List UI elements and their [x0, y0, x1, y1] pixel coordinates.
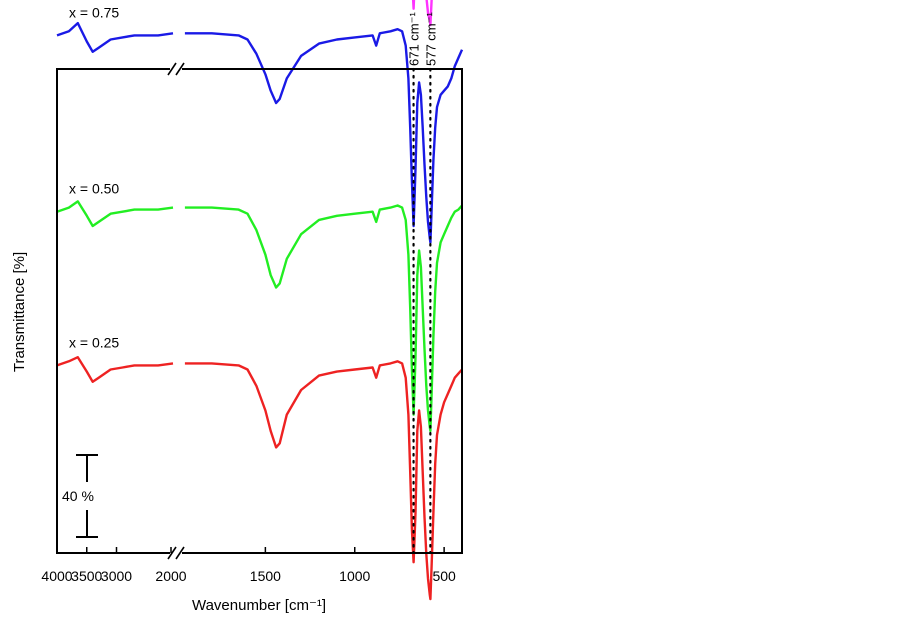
x-tick-label-2000: 2000 [155, 568, 186, 584]
axis-break-top [167, 62, 185, 76]
series-label-x075: x = 0.75 [69, 4, 119, 20]
series-label-x025: x = 0.25 [69, 334, 119, 350]
series-layer [56, 0, 464, 601]
series-line-x050-part2 [184, 204, 463, 433]
reference-lines: 671 cm⁻¹ 577 cm⁻¹ [407, 12, 438, 555]
x-tick-label-1500: 1500 [250, 568, 281, 584]
x-tick-label-3500: 3500 [71, 568, 102, 584]
x-tick-label-1000: 1000 [339, 568, 370, 584]
x-axis-label: Wavenumber [cm⁻¹] [192, 597, 326, 614]
reference-label-577: 577 cm⁻¹ [423, 12, 438, 66]
series-line-x025-part1 [56, 356, 174, 383]
reference-label-671: 671 cm⁻¹ [407, 12, 422, 66]
series-line-x075-part2 [184, 28, 464, 244]
x-tick-label-3000: 3000 [101, 568, 132, 584]
series-label-x050: x = 0.50 [69, 181, 119, 197]
y-axis-label: Transmittance [%] [11, 252, 28, 372]
series-labels: x = 1.00x = 0.75x = 0.50x = 0.25 [69, 4, 119, 350]
axis-break-bottom [167, 546, 185, 560]
series-line-x075-part1 [56, 21, 174, 53]
series-line-x050-part1 [56, 200, 174, 228]
scale-bar: 40 % [62, 454, 98, 538]
plot-frame [56, 68, 463, 554]
x-tick-label-500: 500 [432, 568, 456, 584]
x-tick-label-4000: 4000 [41, 568, 72, 584]
series-line-x025-part2 [184, 360, 463, 601]
scale-bar-label: 40 % [62, 488, 94, 504]
